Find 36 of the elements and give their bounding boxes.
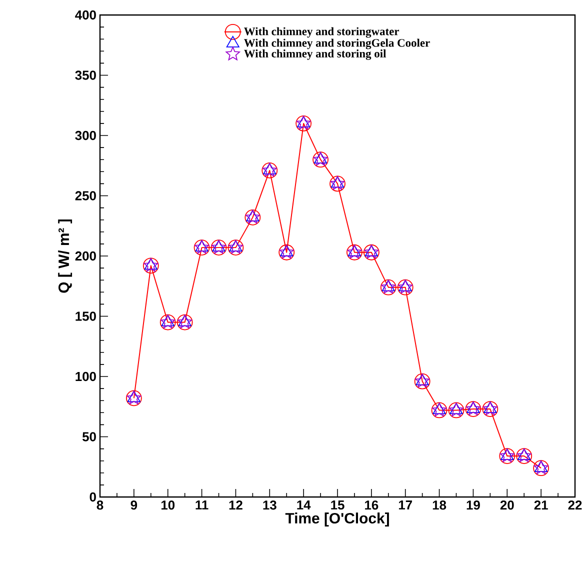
y-tick-label: 250 <box>75 191 96 200</box>
x-tick-label: 18 <box>432 500 446 510</box>
x-tick-label: 15 <box>331 500 344 510</box>
x-tick-label: 10 <box>161 500 175 510</box>
point <box>263 162 276 174</box>
legend-label: With chimney and storing oil <box>244 49 386 60</box>
y-tick-label: 400 <box>75 10 96 20</box>
y-tick-label: 100 <box>76 372 96 382</box>
x-tick-label: 12 <box>229 500 242 510</box>
x-tick-label: 11 <box>196 500 208 510</box>
legend-label: With chimney and storingwater <box>244 27 400 38</box>
point <box>246 210 260 222</box>
x-tick-label: 20 <box>500 500 514 510</box>
point <box>466 402 480 413</box>
legend-label: With chimney and storingGela Cooler <box>244 38 430 50</box>
point <box>484 402 497 413</box>
x-tick-label: 17 <box>398 500 412 510</box>
x-tick-label: 13 <box>263 500 276 510</box>
y-tick-label: 300 <box>75 130 96 140</box>
y-axis-title: Q [ W/ m² ] <box>58 219 72 293</box>
y-tick-label: 350 <box>75 70 96 80</box>
x-tick-label: 8 <box>96 500 104 510</box>
x-axis-title: Time [O'Clock] <box>285 512 389 526</box>
point <box>518 448 531 460</box>
x-tick-label: 19 <box>466 500 480 510</box>
x-tick-label: 22 <box>568 500 582 510</box>
x-tick-label: 14 <box>297 500 311 510</box>
x-tick-label: 21 <box>534 500 548 510</box>
y-tick-label: 150 <box>76 312 96 321</box>
point <box>500 448 514 460</box>
x-tick-label: 9 <box>130 500 138 510</box>
y-tick-label: 50 <box>82 432 96 442</box>
y-tick-label: 200 <box>75 251 96 261</box>
y-tick-label: 0 <box>90 492 96 502</box>
point <box>297 116 310 128</box>
x-tick-label: 16 <box>365 500 378 510</box>
